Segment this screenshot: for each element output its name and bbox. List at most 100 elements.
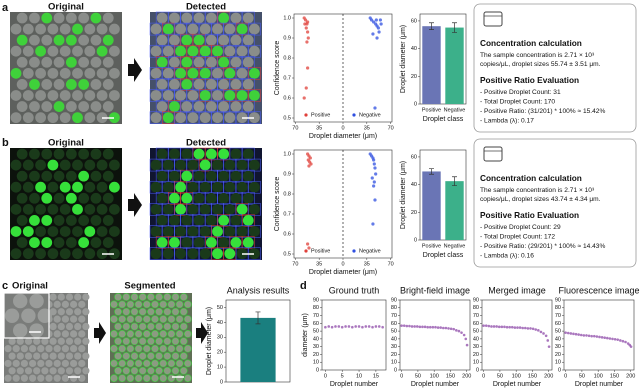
droplet <box>138 307 147 316</box>
bar <box>422 26 441 104</box>
droplet <box>16 352 24 360</box>
y-tick-label: 90 <box>555 297 561 303</box>
droplet <box>84 45 96 57</box>
point <box>577 333 580 336</box>
y-tick-label: 40 <box>217 320 223 326</box>
point <box>378 18 383 22</box>
droplet <box>187 112 199 124</box>
droplet <box>205 192 217 204</box>
box-heading: Concentration calculation <box>480 38 582 48</box>
droplet <box>24 337 33 345</box>
droplet <box>57 352 65 360</box>
droplet <box>138 293 147 301</box>
droplet <box>65 56 77 68</box>
droplet <box>242 148 254 160</box>
point <box>526 327 530 330</box>
droplet <box>205 101 217 112</box>
point <box>324 325 327 329</box>
point <box>372 162 376 166</box>
y-tick-label: 80 <box>473 305 479 311</box>
droplet <box>159 344 168 353</box>
droplet <box>10 203 22 215</box>
droplet <box>78 330 86 338</box>
chart: 0 20 40 60 Droplet diameter (μm) Droplet clas… <box>400 13 467 123</box>
droplet <box>22 181 34 193</box>
droplet <box>53 374 61 382</box>
x-tick-label: 35 <box>316 261 322 267</box>
droplet <box>47 112 59 124</box>
droplet <box>236 181 248 193</box>
droplet <box>187 248 199 260</box>
droplet <box>35 45 46 57</box>
legend-marker <box>304 249 308 253</box>
panel-label: b <box>2 137 9 149</box>
droplet <box>70 315 78 323</box>
x-tick-label: 100 <box>594 373 603 379</box>
image-label: Original <box>12 281 48 292</box>
droplet <box>181 12 193 24</box>
droplet <box>169 79 180 90</box>
droplet <box>72 203 83 215</box>
droplet <box>57 293 65 301</box>
droplet <box>162 45 174 57</box>
droplet <box>224 23 236 35</box>
point <box>624 340 627 344</box>
point <box>307 246 311 250</box>
droplet <box>35 112 46 124</box>
droplet <box>162 112 174 124</box>
point <box>444 326 448 330</box>
droplet <box>193 56 205 68</box>
point <box>603 336 606 340</box>
droplet <box>146 293 155 301</box>
droplet <box>199 112 211 124</box>
y-tick-label: 60 <box>313 321 319 327</box>
droplet <box>29 79 40 90</box>
droplet <box>179 307 188 316</box>
x-tick-label: Positive <box>422 107 441 113</box>
droplet <box>65 79 77 90</box>
droplet <box>181 148 193 160</box>
droplet <box>61 330 69 338</box>
droplet <box>230 101 242 112</box>
x-tick-label: 10 <box>356 373 362 379</box>
droplet <box>53 148 65 160</box>
x-tick-label: 200 <box>626 373 635 379</box>
point <box>447 327 450 330</box>
droplet <box>110 315 118 324</box>
bar <box>240 317 276 382</box>
point <box>457 329 461 333</box>
point <box>423 325 427 329</box>
point <box>415 325 419 328</box>
droplet <box>224 90 236 101</box>
droplet <box>90 101 102 112</box>
point <box>306 66 310 70</box>
point <box>347 325 351 328</box>
droplet <box>175 90 187 101</box>
droplet <box>249 67 260 79</box>
droplet <box>159 374 168 383</box>
point <box>372 20 376 24</box>
droplet <box>218 101 230 112</box>
point <box>587 334 591 338</box>
droplet <box>242 34 254 46</box>
y-tick-label: 40 <box>411 182 417 188</box>
droplet <box>249 112 260 124</box>
point <box>373 106 377 110</box>
droplet <box>29 323 44 338</box>
droplet <box>53 215 65 226</box>
droplet <box>47 226 59 237</box>
droplet <box>142 359 151 368</box>
point <box>351 325 354 329</box>
panel-label: a <box>2 2 9 14</box>
droplet <box>84 67 96 79</box>
y-tick-label: 0 <box>414 237 417 243</box>
point <box>569 332 573 335</box>
droplet <box>22 226 34 237</box>
droplet <box>41 101 53 112</box>
droplet <box>187 67 199 79</box>
point <box>308 156 312 160</box>
droplet <box>74 322 82 331</box>
point <box>598 335 601 339</box>
y-tick-label: 0 <box>316 367 319 373</box>
droplet <box>130 337 139 346</box>
